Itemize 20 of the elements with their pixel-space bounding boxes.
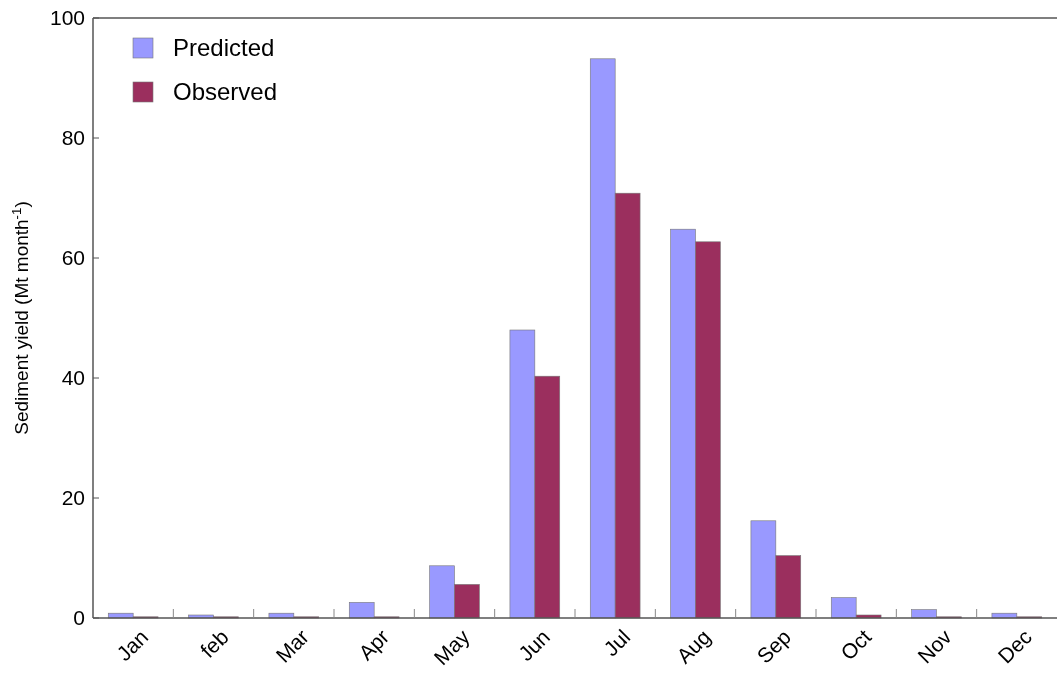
x-tick-label: Mar xyxy=(271,624,314,667)
x-tick-label: Jun xyxy=(513,624,555,666)
x-tick-label: Aug xyxy=(672,624,715,668)
legend-label: Observed xyxy=(173,78,278,106)
legend-label: Predicted xyxy=(173,34,275,62)
y-tick-label: 40 xyxy=(61,366,85,390)
x-tick-label: Sep xyxy=(752,624,796,668)
x-tick-label: Oct xyxy=(836,624,876,665)
x-tick-label: Jan xyxy=(112,624,153,666)
x-tick-label: feb xyxy=(195,624,233,662)
x-tick-label: May xyxy=(429,624,475,670)
x-tick-label: Nov xyxy=(913,624,957,668)
x-tick-label: Dec xyxy=(993,624,1037,668)
y-tick-label: 80 xyxy=(61,126,85,150)
y-tick-label: 0 xyxy=(73,606,85,630)
y-tick-label: 60 xyxy=(61,246,85,270)
x-tick-label: Jul xyxy=(599,624,635,661)
y-tick-label: 100 xyxy=(49,6,85,30)
x-tick-label: Apr xyxy=(354,624,394,665)
y-tick-label: 20 xyxy=(61,486,85,510)
